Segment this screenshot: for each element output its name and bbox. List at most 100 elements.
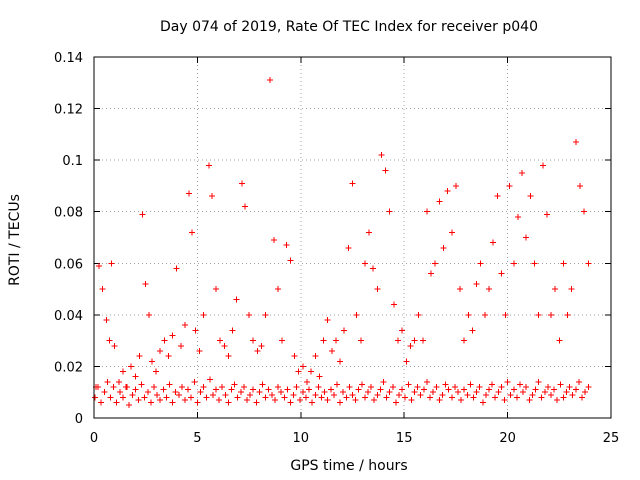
roti-point xyxy=(560,260,567,267)
roti-point xyxy=(138,381,145,388)
roti-point xyxy=(492,394,499,401)
roti-point xyxy=(392,399,399,406)
roti-point xyxy=(378,151,385,158)
x-axis-label: GPS time / hours xyxy=(290,458,407,474)
roti-point xyxy=(175,391,182,398)
roti-point xyxy=(166,381,173,388)
roti-point xyxy=(290,391,297,398)
roti-point xyxy=(234,394,241,401)
roti-point xyxy=(320,337,327,344)
roti-point xyxy=(250,337,257,344)
tick-layer: 0 5 10 15 20 25 0 0.02 0.04 0.06 0.08 0.1 0.12 0.14 xyxy=(54,51,619,446)
roti-point xyxy=(229,327,236,334)
roti-point xyxy=(432,260,439,267)
roti-point xyxy=(552,286,559,293)
y-tick-label: 0.02 xyxy=(54,360,83,375)
x-tick-label: 15 xyxy=(396,431,413,446)
roti-point xyxy=(365,389,372,396)
roti-point xyxy=(101,389,108,396)
grid-layer xyxy=(94,57,611,418)
roti-point xyxy=(266,77,273,84)
y-tick-label: 0.1 xyxy=(62,154,83,169)
roti-point xyxy=(150,384,157,391)
roti-point xyxy=(566,384,573,391)
roti-point xyxy=(123,384,130,391)
roti-point xyxy=(517,381,524,388)
roti-point xyxy=(103,317,110,324)
roti-point xyxy=(275,286,282,293)
roti-point xyxy=(361,260,368,267)
roti-point xyxy=(132,386,139,393)
roti-point xyxy=(479,399,486,406)
roti-point xyxy=(287,399,294,406)
x-tick-label: 5 xyxy=(193,431,201,446)
roti-point xyxy=(246,311,253,318)
roti-point xyxy=(374,391,381,398)
roti-point xyxy=(343,394,350,401)
roti-point xyxy=(177,342,184,349)
roti-point xyxy=(213,386,220,393)
y-tick-label: 0 xyxy=(75,412,83,427)
roti-point xyxy=(284,386,291,393)
roti-point xyxy=(361,394,368,401)
roti-point xyxy=(430,389,437,396)
roti-point xyxy=(495,389,502,396)
roti-point xyxy=(355,386,362,393)
roti-point xyxy=(510,386,517,393)
roti-point xyxy=(464,391,471,398)
roti-point xyxy=(98,399,105,406)
roti-point xyxy=(188,394,195,401)
roti-point xyxy=(169,332,176,339)
roti-point xyxy=(489,381,496,388)
roti-point xyxy=(444,188,451,195)
roti-point xyxy=(440,244,447,251)
roti-point xyxy=(330,391,337,398)
roti-point xyxy=(390,301,397,308)
roti-point xyxy=(147,399,154,406)
roti-point xyxy=(349,180,356,187)
roti-point xyxy=(476,384,483,391)
roti-point xyxy=(247,391,254,398)
roti-point xyxy=(328,347,335,354)
roti-point xyxy=(569,391,576,398)
roti-point xyxy=(92,394,99,401)
roti-point xyxy=(312,353,319,360)
roti-point xyxy=(498,384,505,391)
roti-point xyxy=(115,378,122,385)
roti-point xyxy=(548,391,555,398)
x-tick-label: 20 xyxy=(499,431,516,446)
roti-point xyxy=(299,389,306,396)
roti-point xyxy=(203,394,210,401)
roti-point xyxy=(110,384,117,391)
roti-point xyxy=(557,381,564,388)
roti-point xyxy=(169,399,176,406)
roti-point xyxy=(346,384,353,391)
roti-point xyxy=(532,386,539,393)
roti-point xyxy=(295,368,302,375)
roti-point xyxy=(145,311,152,318)
roti-point xyxy=(192,327,199,334)
roti-point xyxy=(394,337,401,344)
roti-point xyxy=(258,342,265,349)
roti-point xyxy=(95,384,102,391)
roti-point xyxy=(312,391,319,398)
roti-point xyxy=(270,237,277,244)
roti-point xyxy=(228,386,235,393)
roti-point xyxy=(386,389,393,396)
roti-point xyxy=(535,311,542,318)
roti-point xyxy=(262,394,269,401)
roti-point xyxy=(340,389,347,396)
plot-area-frame xyxy=(93,56,612,419)
roti-point xyxy=(564,311,571,318)
y-tick-label: 0.04 xyxy=(54,309,83,324)
roti-point xyxy=(506,182,513,189)
roti-point xyxy=(490,239,497,246)
roti-point xyxy=(135,396,142,403)
roti-point xyxy=(209,391,216,398)
roti-point xyxy=(200,384,207,391)
roti-point xyxy=(585,384,592,391)
roti-point xyxy=(296,396,303,403)
roti-point xyxy=(370,265,377,272)
roti-point xyxy=(318,394,325,401)
